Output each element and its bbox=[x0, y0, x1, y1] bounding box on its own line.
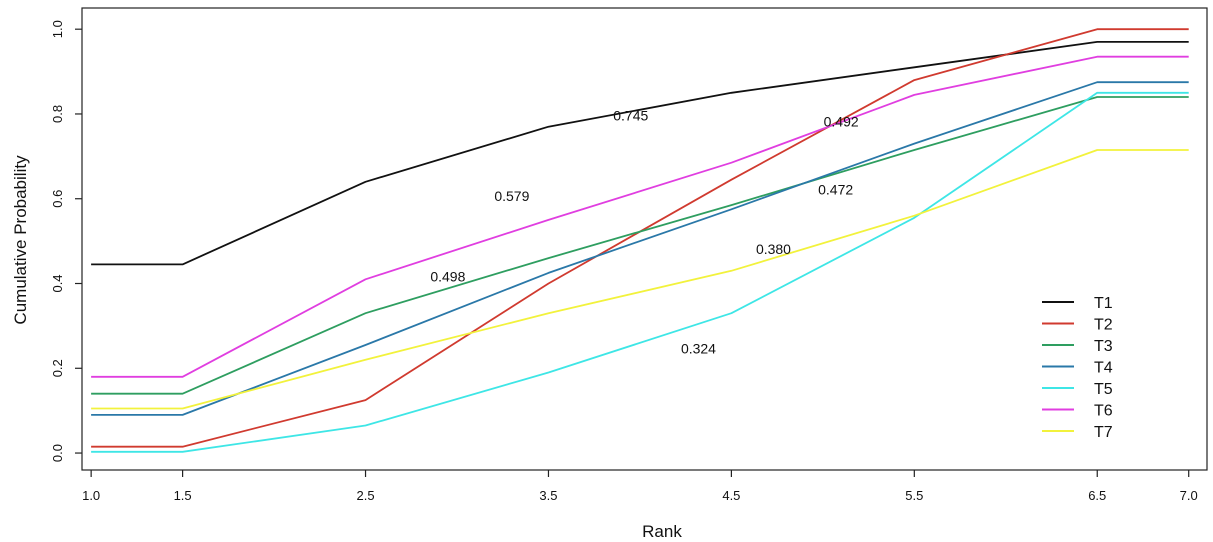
x-tick-label: 1.5 bbox=[174, 488, 192, 503]
legend-label-t1: T1 bbox=[1094, 295, 1113, 312]
y-tick-label: 0.4 bbox=[50, 274, 65, 292]
legend-label-t5: T5 bbox=[1094, 381, 1113, 398]
x-tick-label: 3.5 bbox=[539, 488, 557, 503]
series-lines bbox=[91, 28, 1189, 453]
y-tick-label: 0.2 bbox=[50, 359, 65, 377]
x-axis-title: Rank bbox=[642, 522, 682, 541]
x-tick-label: 1.0 bbox=[82, 488, 100, 503]
data-label: 0.498 bbox=[430, 268, 465, 284]
data-label: 0.745 bbox=[613, 107, 648, 123]
x-axis: 1.0 1.5 2.5 3.5 4.5 5.5 6.5 7.0 bbox=[82, 470, 1198, 503]
x-tick-label: 4.5 bbox=[722, 488, 740, 503]
data-label: 0.380 bbox=[756, 241, 791, 257]
legend-label-t2: T2 bbox=[1094, 317, 1113, 334]
series-line-t1 bbox=[91, 41, 1189, 266]
data-label: 0.324 bbox=[681, 340, 716, 356]
series-line-t4 bbox=[91, 81, 1189, 416]
series-line-t6 bbox=[91, 55, 1189, 378]
legend: T1 T2 T3 T4 T5 T6 T7 bbox=[1042, 295, 1113, 441]
annotations: 0.745 0.492 0.579 0.472 0.498 0.380 0.324 bbox=[430, 107, 859, 356]
legend-label-t3: T3 bbox=[1094, 338, 1113, 355]
series-line-t2 bbox=[91, 28, 1189, 448]
x-tick-label: 5.5 bbox=[905, 488, 923, 503]
legend-label-t6: T6 bbox=[1094, 403, 1113, 420]
series-line-t5 bbox=[91, 91, 1189, 453]
legend-label-t7: T7 bbox=[1094, 424, 1113, 441]
y-axis: 0.0 0.2 0.4 0.6 0.8 1.0 bbox=[50, 20, 82, 462]
y-tick-label: 0.8 bbox=[50, 105, 65, 123]
x-tick-label: 2.5 bbox=[356, 488, 374, 503]
x-tick-label: 7.0 bbox=[1180, 488, 1198, 503]
y-tick-label: 1.0 bbox=[50, 20, 65, 38]
x-tick-label: 6.5 bbox=[1088, 488, 1106, 503]
series-line-t7 bbox=[91, 149, 1189, 410]
data-label: 0.579 bbox=[494, 188, 529, 204]
plot-frame bbox=[81, 7, 1208, 471]
y-tick-label: 0.0 bbox=[50, 444, 65, 462]
data-label: 0.492 bbox=[824, 114, 859, 130]
data-label: 0.472 bbox=[818, 181, 853, 197]
y-axis-title: Cumulative Probability bbox=[11, 155, 30, 325]
series-line-t3 bbox=[91, 96, 1189, 395]
legend-label-t4: T4 bbox=[1094, 360, 1113, 377]
y-tick-label: 0.6 bbox=[50, 190, 65, 208]
